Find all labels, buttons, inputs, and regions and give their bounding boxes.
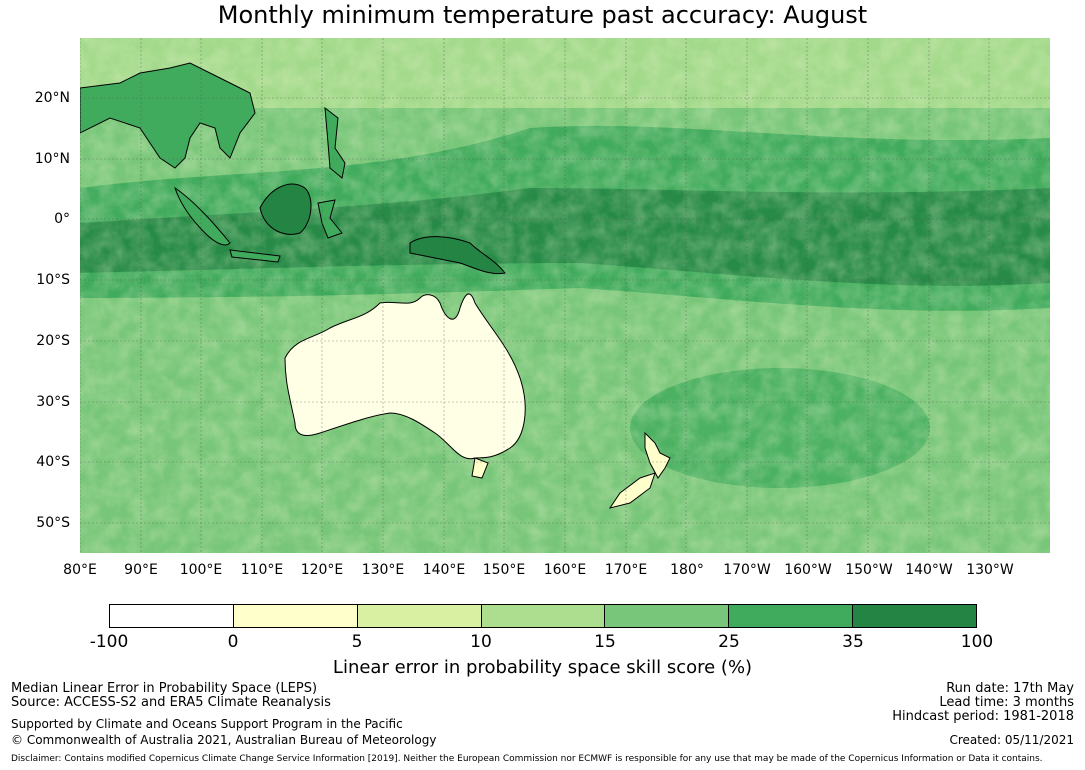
new-guinea-outline xyxy=(409,236,506,275)
lon-label-80e: 80°E xyxy=(63,562,97,578)
colorbar xyxy=(109,604,977,628)
colorbar-tick: 35 xyxy=(842,632,864,652)
lon-label-90e: 90°E xyxy=(124,562,158,578)
colorbar-seg-1 xyxy=(110,605,234,627)
lon-label-150e: 150°E xyxy=(482,562,526,578)
colorbar-label: Linear error in probability space skill … xyxy=(332,657,753,678)
lon-label-130e: 130°E xyxy=(361,562,405,578)
lat-label-30s: 30°S xyxy=(36,394,70,410)
footer-support: Supported by Climate and Oceans Support … xyxy=(11,717,403,731)
lon-label-130w: 130°W xyxy=(966,562,1014,578)
colorbar-tick: 0 xyxy=(227,632,239,652)
footer-leps: Median Linear Error in Probability Space… xyxy=(11,681,318,696)
skill-map xyxy=(80,38,1050,553)
chart-title: Monthly minimum temperature past accurac… xyxy=(217,1,868,29)
lon-label-170w: 170°W xyxy=(723,562,771,578)
tasmania-outline xyxy=(471,457,489,479)
colorbar-tick: 100 xyxy=(960,632,994,652)
colorbar-tick: 10 xyxy=(470,632,492,652)
colorbar-seg-7 xyxy=(853,605,977,627)
lat-label-0: 0° xyxy=(54,211,70,227)
footer-disclaimer: Disclaimer: Contains modified Copernicus… xyxy=(11,754,1043,764)
lat-label-20n: 20°N xyxy=(34,90,70,106)
se-asia-outline xyxy=(80,62,256,169)
lon-label-150w: 150°W xyxy=(845,562,893,578)
lon-label-160e: 160°E xyxy=(543,562,587,578)
colorbar-tick: -100 xyxy=(89,632,129,652)
map-svg xyxy=(80,38,1050,553)
lon-label-140e: 140°E xyxy=(422,562,466,578)
footer-copyright: © Commonwealth of Australia 2021, Austra… xyxy=(11,733,437,747)
colorbar-seg-4 xyxy=(481,605,606,627)
footer-lead-time: Lead time: 3 months xyxy=(939,695,1074,710)
sumatra-outline xyxy=(174,186,231,246)
lat-label-10n: 10°N xyxy=(34,151,70,167)
lon-label-180: 180° xyxy=(670,562,704,578)
footer-run-date: Run date: 17th May xyxy=(946,681,1074,696)
lat-label-20s: 20°S xyxy=(36,333,70,349)
colorbar-seg-6 xyxy=(729,605,854,627)
lon-label-170e: 170°E xyxy=(604,562,648,578)
lon-label-160w: 160°W xyxy=(784,562,832,578)
footer-hindcast: Hindcast period: 1981-2018 xyxy=(892,709,1074,724)
colorbar-seg-2 xyxy=(233,605,358,627)
colorbar-tick: 25 xyxy=(718,632,740,652)
colorbar-tick: 15 xyxy=(594,632,616,652)
lon-label-120e: 120°E xyxy=(300,562,344,578)
lat-label-40s: 40°S xyxy=(36,454,70,470)
lat-label-50s: 50°S xyxy=(36,515,70,531)
graticule xyxy=(80,38,1050,553)
footer-created: Created: 05/11/2021 xyxy=(949,733,1074,747)
colorbar-tick: 5 xyxy=(351,632,363,652)
nz-south-island xyxy=(608,472,656,509)
lon-label-140w: 140°W xyxy=(905,562,953,578)
lon-label-110e: 110°E xyxy=(240,562,284,578)
lat-label-10s: 10°S xyxy=(36,272,70,288)
borneo-outline xyxy=(259,183,312,235)
java-outline xyxy=(229,249,281,263)
colorbar-seg-3 xyxy=(357,605,482,627)
colorbar-seg-5 xyxy=(605,605,730,627)
nz-north-island xyxy=(644,431,671,479)
footer-source: Source: ACCESS-S2 and ERA5 Climate Reana… xyxy=(11,695,331,710)
australia-outline xyxy=(284,293,526,460)
philippines-outline xyxy=(324,106,346,179)
lon-label-100e: 100°E xyxy=(179,562,223,578)
